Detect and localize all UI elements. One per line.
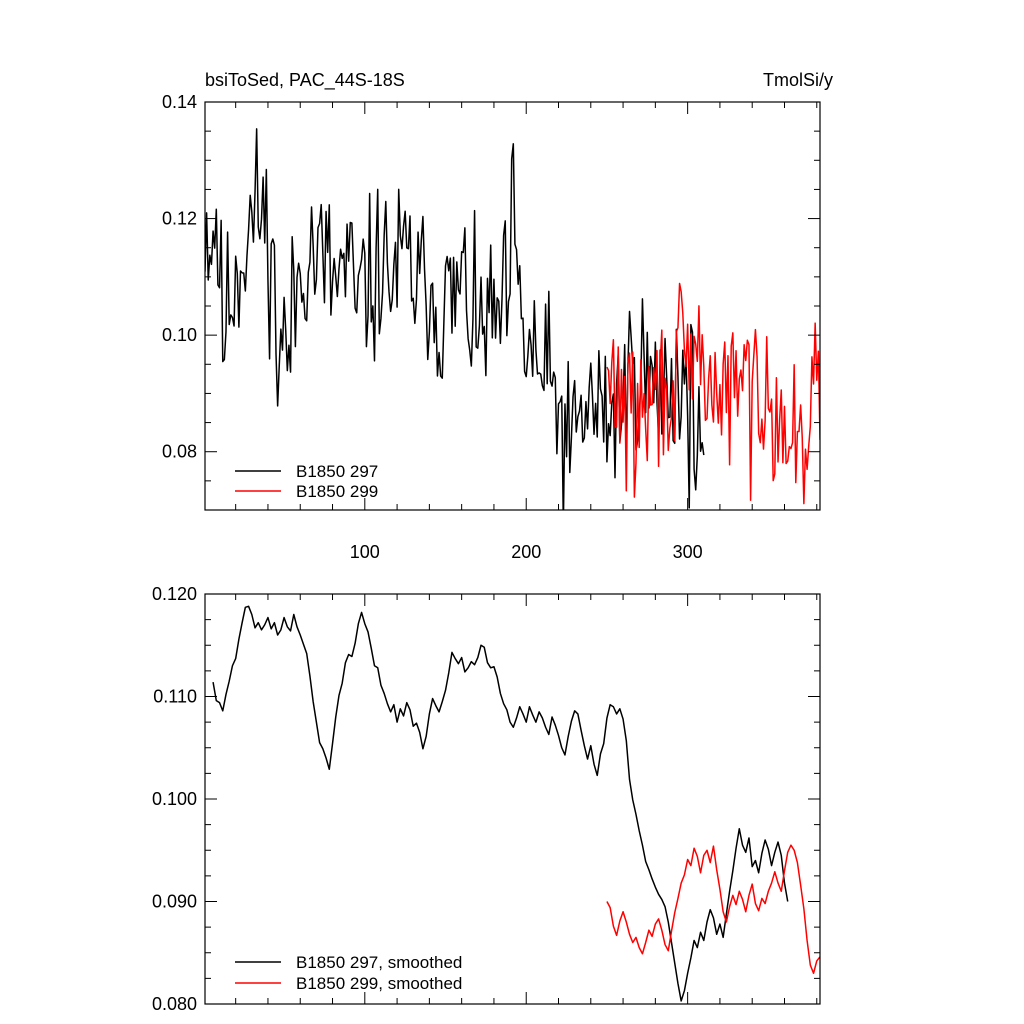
bottom-plot-frame: [204, 593, 821, 1005]
top-axis-labels: 0.08 0.10 0.12 0.14 100 200 300: [162, 92, 703, 562]
bottom-legend: B1850 297, smoothed B1850 299, smoothed: [235, 953, 462, 993]
top-y-tick-label: 0.14: [162, 92, 197, 112]
bottom-legend-label-299: B1850 299, smoothed: [296, 974, 462, 993]
bottom-axis-labels: 0.080 0.090 0.100 0.110 0.120: [152, 584, 197, 1014]
bottom-series-layer: [212, 605, 820, 1002]
top-y-tick-label: 0.08: [162, 442, 197, 462]
top-axis-ticks: [205, 101, 820, 511]
bottom-series-line-297: [212, 605, 789, 1002]
top-series-clip: [205, 128, 820, 510]
top-legend: B1850 297 B1850 299: [235, 462, 378, 501]
bottom-axis-ticks: [205, 593, 820, 1005]
top-legend-label-299: B1850 299: [296, 482, 378, 501]
bottom-y-tick-label: 0.090: [152, 892, 197, 912]
top-legend-label-297: B1850 297: [296, 462, 378, 481]
top-x-tick-label: 200: [511, 542, 541, 562]
top-x-tick-label: 100: [350, 542, 380, 562]
bottom-y-tick-label: 0.100: [152, 789, 197, 809]
bottom-panel: 0.080 0.090 0.100 0.110 0.120 B1850 297, smo…: [152, 584, 821, 1014]
bottom-y-tick-label: 0.110: [153, 687, 197, 707]
top-chart-units: TmolSi/y: [763, 70, 833, 90]
top-chart-title: bsiToSed, PAC_44S-18S: [205, 70, 405, 91]
top-series-layer: [205, 128, 820, 510]
bottom-y-tick-label: 0.080: [152, 994, 197, 1014]
bottom-series-line-299: [606, 844, 820, 974]
top-y-tick-label: 0.12: [162, 209, 197, 229]
top-series-line-297: [205, 128, 705, 510]
bottom-y-tick-label: 0.120: [152, 584, 197, 604]
top-x-tick-label: 300: [673, 542, 703, 562]
top-panel: bsiToSed, PAC_44S-18S TmolSi/y 0.080.100…: [162, 70, 833, 562]
top-y-tick-label: 0.10: [162, 325, 197, 345]
bottom-series-clip: [212, 605, 820, 1002]
top-series-line-299: [606, 282, 820, 505]
bottom-legend-label-297: B1850 297, smoothed: [296, 953, 462, 972]
top-plot-frame: [204, 101, 821, 511]
